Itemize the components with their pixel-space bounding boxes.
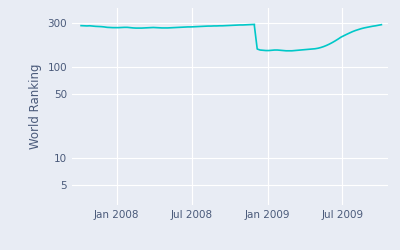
Y-axis label: World Ranking: World Ranking bbox=[29, 64, 42, 149]
